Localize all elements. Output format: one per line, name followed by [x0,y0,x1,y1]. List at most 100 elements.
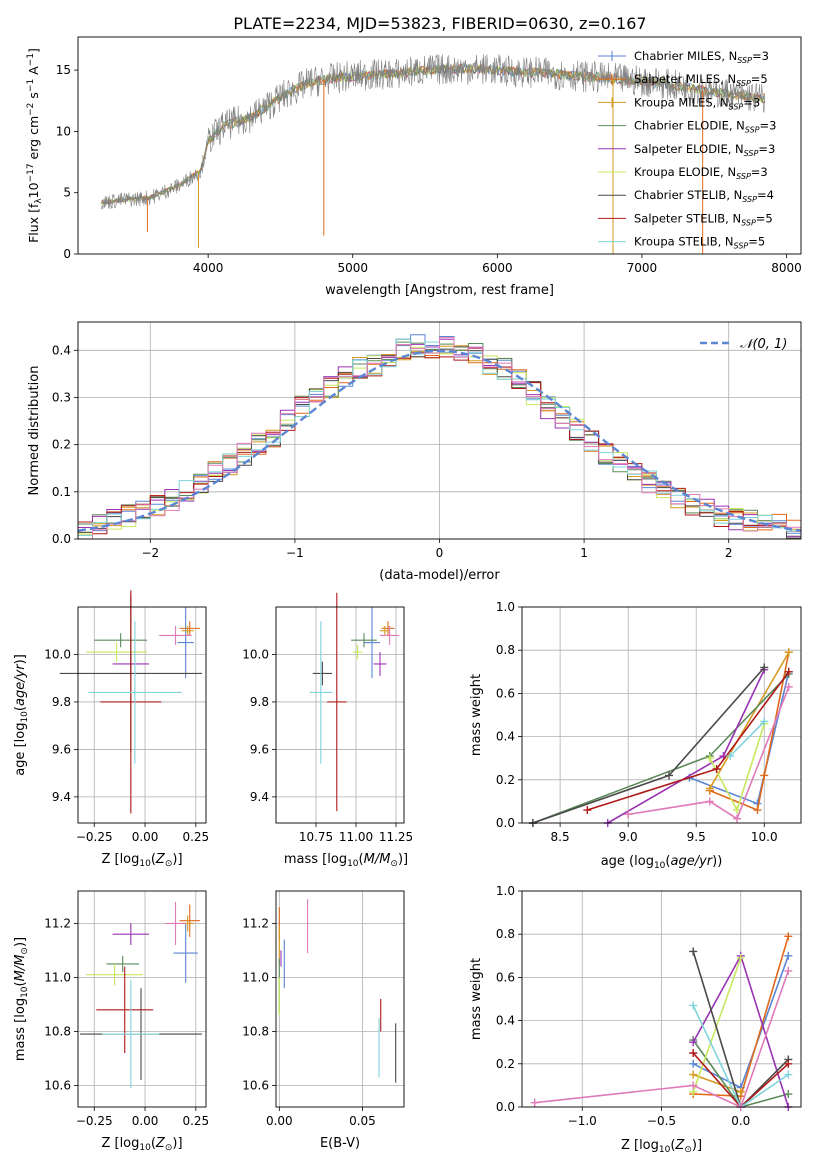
series-marker-pink [733,814,742,823]
series-marker-salpeter_miles [784,932,793,941]
legend-entry: Salpeter STELIB, NSSP=5 [634,211,773,227]
axes-frame [275,890,405,1108]
series-line-kroupa_miles [709,651,790,789]
x-tick-label: 0.25 [182,830,209,844]
point-chabrier_elodie [94,633,148,648]
point-kroupa_elodie [352,644,363,660]
x-tick-label: 8.5 [551,830,570,844]
point-kroupa_stelib [309,621,332,764]
series-marker-kroupa_miles [705,784,714,793]
x-tick-label: 10.75 [299,830,333,844]
series-marker-chabrier_stelib [760,663,769,672]
y-tick-label: 9.8 [250,695,269,709]
axes-spectrum: 4000 5000 6000 7000 8000 0 5 10 15 wavelength [An… [26,36,802,298]
x-tick-label: 10.0 [751,830,778,844]
series-line-pink [534,970,790,1109]
y-axis-label: Normed distribution [27,366,42,496]
y-tick-label: 0.8 [496,927,515,941]
y-axis-label: Flux [fλ10−17 erg cm−2 s−1 A−1] [26,48,44,243]
series-marker-salpeter_stelib [784,667,793,676]
point-chabrier_elodie [351,633,377,648]
y-tick-label: 0.2 [52,438,71,452]
histograms [77,334,802,540]
series-marker-chabrier_miles [784,951,793,960]
axes-weight-vs-Z: −1.0 −0.5 0.0 0.0 0.2 0.4 0.6 0.8 1.0 mass weight… [469,884,802,1155]
model-spectrum-salpeter_miles [100,63,766,205]
axes-age-vs-mass: 10.75 11.00 11.25 9.4 9.6 9.8 10.0 mass [log10(… [242,592,413,869]
series-marker-kroupa_miles [784,648,793,657]
series-marker-kroupa_stelib [726,752,735,761]
series-marker-salpeter_stelib [689,1049,698,1057]
series-marker-salpeter_stelib [784,1059,793,1068]
x-tick-label: 0.25 [182,1114,209,1128]
y-tick-label: 11.0 [44,970,71,984]
x-axis-label: mass [log10(M/M⊙)] [284,852,408,869]
y-tick-label: 11.0 [242,970,269,984]
point-salpeter_miles [179,904,200,937]
point-kroupa_miles [380,625,390,636]
point-chabrier_miles [173,923,198,983]
series-marker-pink [624,810,633,819]
x-axis-label: Z [log10(Z⊙)] [621,1138,702,1155]
y-tick-label: 10.0 [242,647,269,661]
series-marker-salpeter_stelib [583,806,592,815]
y-tick-label: 10.0 [44,647,71,661]
y-tick-label: 0.8 [496,643,515,657]
y-tick-label: 10.6 [242,1078,269,1092]
series-marker-kroupa_elodie [736,953,745,962]
x-axis-label: (data-model)/error [379,568,500,583]
error-bars [59,590,202,814]
y-tick-label: 0.0 [52,532,71,546]
figure-title: PLATE=2234, MJD=53823, FIBERID=0630, z=0… [233,14,646,33]
weight-lines [528,648,793,827]
axes-residuals: −2 −1 0 1 2 0.0 0.1 0.2 0.3 0.4 (data-model)/error… [27,321,802,583]
x-tick-label: 4000 [193,261,224,275]
axes-mass-vs-Z: −0.25 0.00 0.25 10.6 10.8 11.0 11.2 Z [log10(Z⊙… [13,890,209,1153]
y-tick-label: 0.2 [496,773,515,787]
x-tick-label: 0.00 [132,1114,159,1128]
point-pink [159,625,192,645]
axes-frame [521,890,802,1108]
x-tick-label: 0 [436,546,444,560]
axes-frame [77,606,207,824]
y-tick-label: 0.4 [496,730,515,744]
point-kroupa_miles [181,625,194,636]
error-bars [309,592,400,812]
point-salpeter_miles [381,621,395,636]
plot-background [276,891,404,1107]
x-axis-label: E(B-V) [320,1136,360,1151]
axes-age-vs-Z: −0.25 0.00 0.25 9.4 9.6 9.8 10.0 Z [log10(Z⊙)] a… [13,590,209,869]
x-tick-label: −0.25 [76,830,113,844]
series-marker-kroupa_stelib [689,1001,698,1010]
spectrum-lines [100,54,766,254]
x-tick-label: −0.25 [76,1114,113,1128]
y-axis-label: mass [log10(M/M⊙)] [13,937,30,1061]
series-marker-pink [705,797,714,806]
axes-frame [275,606,405,824]
gaussian-curve [77,349,802,532]
axes-frame [77,321,802,540]
x-tick-label: 0.00 [266,1114,293,1128]
point-chabrier_elodie [106,955,139,972]
point-salpeter_stelib [100,590,162,814]
x-tick-label: −1.0 [568,1114,597,1128]
series-line-kroupa_stelib [729,720,765,757]
point-chabrier_miles [364,607,380,679]
series-marker-salpeter_stelib [712,765,721,773]
y-tick-label: 9.4 [52,790,71,804]
series-marker-kroupa_elodie [705,754,714,763]
axes-weight-vs-age: 8.5 9.0 9.5 10.0 0.0 0.2 0.4 0.6 0.8 1.0 mass weig… [469,600,802,871]
y-tick-label: 0.1 [52,485,71,499]
x-tick-label: −0.5 [647,1114,676,1128]
error-bars [80,901,202,1089]
point-kroupa_stelib [102,980,160,1089]
y-tick-label: 9.4 [250,790,269,804]
y-tick-label: 1.0 [496,884,515,898]
series-marker-salpeter_miles [760,771,769,780]
y-axis-label: mass weight [469,674,484,756]
point-salpeter_elodie [373,652,387,676]
y-tick-label: 10.8 [242,1024,269,1038]
histogram-pink [78,337,801,540]
x-tick-label: 8000 [771,261,802,275]
